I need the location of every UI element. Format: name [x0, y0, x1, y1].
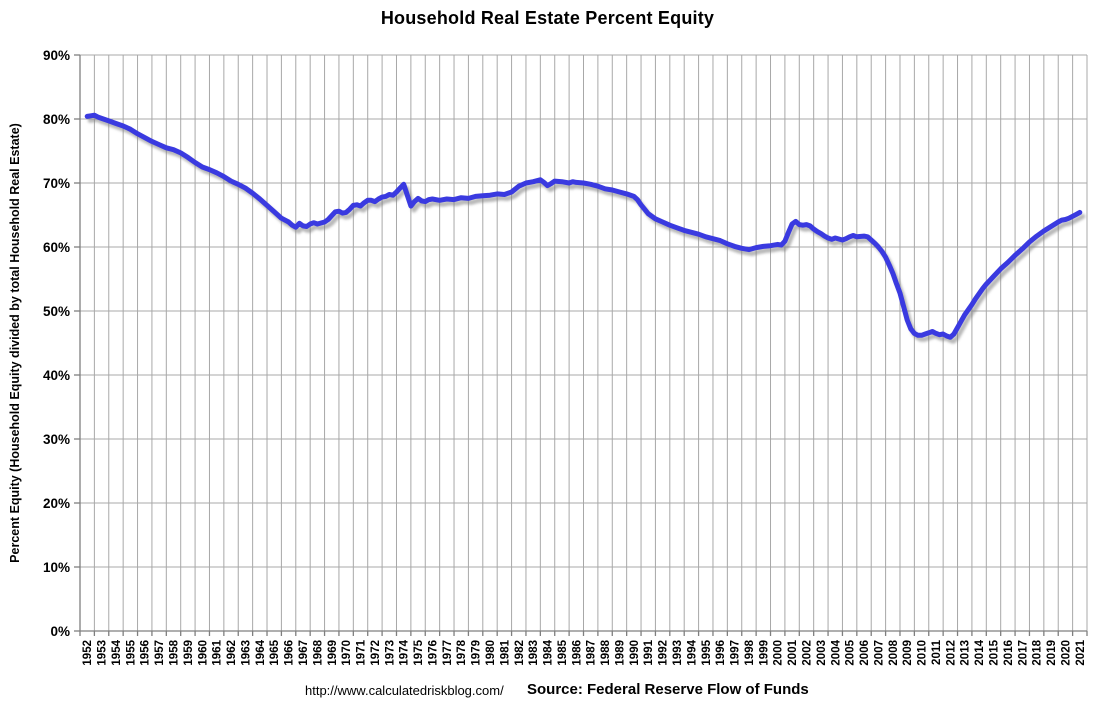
x-tick-label: 1977 — [442, 640, 454, 666]
x-tick-label: 1974 — [399, 639, 411, 665]
x-tick-label: 2017 — [1017, 640, 1029, 666]
y-tick-label: 70% — [43, 176, 70, 191]
x-tick-label: 1993 — [672, 640, 684, 666]
y-tick-label: 10% — [43, 560, 70, 575]
x-tick-label: 1956 — [140, 640, 152, 666]
x-tick-label: 1954 — [111, 639, 123, 665]
x-tick-label: 1999 — [758, 640, 770, 666]
x-tick-label: 2004 — [830, 639, 842, 665]
y-tick-label: 0% — [50, 624, 70, 639]
x-tick-label: 2010 — [917, 640, 929, 666]
data-line-shadow — [87, 116, 1086, 344]
x-tick-label: 1991 — [643, 639, 655, 665]
x-tick-label: 2009 — [902, 640, 914, 666]
x-tick-label: 2003 — [816, 640, 828, 666]
x-tick-label: 1955 — [125, 639, 137, 665]
x-tick-label: 2016 — [1003, 640, 1015, 666]
x-tick-label: 1968 — [312, 639, 324, 665]
x-tick-label: 1957 — [154, 640, 166, 666]
x-tick-label: 1986 — [571, 640, 583, 666]
y-tick-label: 90% — [43, 48, 70, 63]
x-tick-label: 1980 — [485, 640, 497, 666]
x-tick-label: 1992 — [658, 640, 670, 666]
x-tick-label: 1987 — [586, 640, 598, 666]
x-tick-label: 1996 — [715, 640, 727, 666]
x-tick-label: 1989 — [615, 640, 627, 666]
x-tick-label: 1990 — [629, 640, 641, 666]
x-tick-label: 2021 — [1075, 639, 1087, 665]
x-tick-label: 1975 — [413, 639, 425, 665]
footer-source: Source: Federal Reserve Flow of Funds — [527, 681, 809, 698]
x-tick-label: 1997 — [730, 640, 742, 666]
footer-url: http://www.calculatedriskblog.com/ — [305, 683, 504, 698]
x-tick-label: 2006 — [859, 640, 871, 666]
data-line — [84, 112, 1083, 340]
y-tick-label: 60% — [43, 240, 70, 255]
x-tick-label: 2012 — [945, 640, 957, 666]
x-tick-label: 1966 — [284, 640, 296, 666]
x-tick-label: 2013 — [960, 640, 972, 666]
x-tick-label: 1988 — [600, 639, 612, 665]
x-tick-label: 1971 — [356, 639, 368, 665]
x-tick-label: 1981 — [499, 639, 511, 665]
x-tick-label: 2019 — [1046, 640, 1058, 666]
y-axis-title: Percent Equity (Household Equity divided… — [8, 123, 22, 563]
x-tick-label: 2001 — [787, 639, 799, 665]
y-tick-label: 50% — [43, 304, 70, 319]
x-tick-label: 2015 — [989, 639, 1001, 665]
x-tick-label: 1958 — [169, 639, 181, 665]
x-tick-label: 1959 — [183, 640, 195, 666]
x-tick-label: 1976 — [427, 640, 439, 666]
x-tick-label: 1969 — [327, 640, 339, 666]
x-tick-label: 1953 — [97, 640, 109, 666]
x-tick-label: 1962 — [226, 640, 238, 666]
x-tick-label: 1972 — [370, 640, 382, 666]
x-tick-label: 2018 — [1032, 639, 1044, 665]
y-tick-label: 30% — [43, 432, 70, 447]
x-tick-label: 2005 — [845, 639, 857, 665]
x-tick-label: 1994 — [686, 639, 698, 665]
x-tick-label: 2007 — [873, 640, 885, 666]
x-tick-label: 2002 — [802, 640, 814, 666]
x-tick-label: 1960 — [197, 640, 209, 666]
x-tick-label: 1979 — [471, 640, 483, 666]
x-tick-label: 2014 — [974, 639, 986, 665]
x-tick-label: 2020 — [1060, 640, 1072, 666]
x-tick-label: 1982 — [514, 640, 526, 666]
x-tick-label: 1965 — [269, 639, 281, 665]
x-tick-label: 1964 — [255, 639, 267, 665]
x-tick-label: 1985 — [557, 639, 569, 665]
x-tick-label: 1978 — [456, 639, 468, 665]
x-tick-label: 1998 — [744, 639, 756, 665]
x-tick-label: 1970 — [341, 640, 353, 666]
x-tick-label: 1967 — [298, 640, 310, 666]
x-tick-label: 1973 — [384, 640, 396, 666]
y-tick-label: 20% — [43, 496, 70, 511]
x-tick-label: 2000 — [773, 640, 785, 666]
x-tick-label: 1961 — [212, 639, 224, 665]
x-tick-label: 2011 — [931, 639, 943, 665]
x-tick-label: 1963 — [240, 640, 252, 666]
x-tick-label: 1984 — [543, 639, 555, 665]
x-tick-label: 1983 — [528, 640, 540, 666]
y-tick-label: 40% — [43, 368, 70, 383]
x-tick-label: 1995 — [701, 639, 713, 665]
x-tick-label: 2008 — [888, 639, 900, 665]
y-tick-label: 80% — [43, 112, 70, 127]
chart-title: Household Real Estate Percent Equity — [380, 8, 715, 28]
x-tick-label: 1952 — [82, 640, 94, 666]
